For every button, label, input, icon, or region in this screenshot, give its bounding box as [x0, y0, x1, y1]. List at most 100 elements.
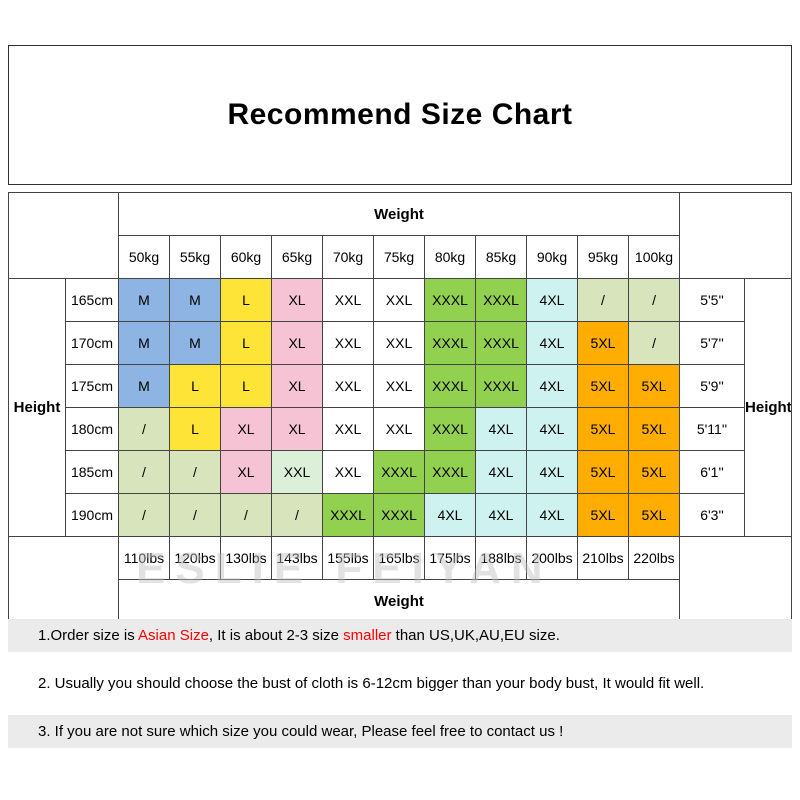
note-1-text-3: than US,UK,AU,EU size.: [391, 627, 560, 644]
kg-header-85kg: 85kg: [475, 235, 527, 279]
lbs-footer-row: 110lbs 120lbs 130lbs 143lbs 155lbs 165lbs 175l…: [8, 536, 793, 623]
size-cell: L: [220, 364, 272, 408]
height-ft-5'11'': 5'11'': [679, 407, 746, 451]
size-cell: XXXL: [475, 278, 527, 322]
size-cell: XXL: [373, 321, 425, 365]
corner-bottom-left: [8, 536, 119, 623]
corner-top-left: [8, 192, 119, 279]
size-row-185cm: 185cm / / XL XXL XXL XXXL XXXL 4XL 4XL 5XL 5XL 6'1'': [9, 450, 792, 494]
size-cell: 4XL: [526, 278, 578, 322]
size-cell: 4XL: [475, 450, 527, 494]
note-3: 3. If you are not sure which size you co…: [8, 715, 792, 748]
lbs-footer-200lbs: 200lbs: [526, 536, 578, 580]
size-cell: 5XL: [577, 364, 629, 408]
size-cell: /: [169, 493, 221, 537]
title-box: Recommend Size Chart: [8, 45, 792, 185]
size-cell: 5XL: [627, 450, 681, 494]
size-cell: XXL: [322, 450, 374, 494]
size-cell: /: [627, 321, 681, 365]
kg-header-65kg: 65kg: [271, 235, 323, 279]
size-cell: /: [577, 278, 629, 322]
size-cell: XL: [220, 407, 272, 451]
size-cell: 5XL: [627, 493, 681, 537]
page-title: Recommend Size Chart: [227, 98, 573, 131]
kg-header-row: 50kg 55kg 60kg 65kg 70kg 75kg 80kg 85kg 90kg 95kg…: [9, 235, 792, 279]
height-ft-5'5'': 5'5'': [679, 278, 746, 322]
size-cell: 4XL: [526, 364, 578, 408]
height-cm-180cm: 180cm: [65, 407, 119, 451]
size-row-165cm: Height 165cm M M L XL XXL XXL XXXL XXXL 4XL //5'5''…: [8, 278, 793, 537]
size-cell: XXXL: [475, 321, 527, 365]
corner-bottom-right: [679, 536, 793, 623]
size-cell: /: [220, 493, 272, 537]
size-cell: XXXL: [424, 321, 476, 365]
size-cell: 5XL: [577, 450, 629, 494]
size-cell: 4XL: [526, 450, 578, 494]
note-1: 1.Order size is Asian Size, It is about …: [8, 619, 792, 652]
kg-header-100kg: 100kg: [627, 235, 681, 279]
weight-footer-row: Weight: [9, 579, 792, 623]
note-1-red-asian-size: Asian Size: [138, 627, 209, 644]
size-cell: XXXL: [373, 493, 425, 537]
note-1-text: 1.Order size is: [38, 627, 139, 644]
kg-header-70kg: 70kg: [322, 235, 374, 279]
size-cell: 4XL: [424, 493, 476, 537]
size-table-wrap: Weight 50kg 55kg 60kg 65kg 70kg 75kg 80kg 85kg 9…: [8, 192, 793, 623]
size-cell: XL: [271, 321, 323, 365]
size-cell: 5XL: [577, 321, 629, 365]
size-cell: 5XL: [627, 364, 681, 408]
lbs-footer-188lbs: 188lbs: [475, 536, 527, 580]
lbs-footer-220lbs: 220lbs: [627, 536, 681, 580]
size-cell: M: [169, 278, 221, 322]
corner-top-right: [679, 192, 793, 279]
size-cell: XXXL: [424, 450, 476, 494]
lbs-footer-110lbs: 110lbs: [118, 536, 170, 580]
size-cell: XXL: [373, 407, 425, 451]
kg-header-75kg: 75kg: [373, 235, 425, 279]
size-cell: /: [627, 278, 681, 322]
size-cell: /: [118, 493, 170, 537]
height-ft-5'9'': 5'9'': [679, 364, 746, 408]
kg-header-60kg: 60kg: [220, 235, 272, 279]
size-cell: XXXL: [322, 493, 374, 537]
height-cm-165cm: 165cm: [65, 278, 119, 322]
height-ft-6'1'': 6'1'': [679, 450, 746, 494]
height-label-right: Height: [744, 278, 793, 537]
size-cell: /: [118, 450, 170, 494]
size-cell: XL: [271, 407, 323, 451]
size-cell: XXL: [271, 450, 323, 494]
lbs-footer-120lbs: 120lbs: [169, 536, 221, 580]
size-cell: XXL: [373, 278, 425, 322]
size-cell: M: [169, 321, 221, 365]
kg-header-50kg: 50kg: [118, 235, 170, 279]
kg-header-90kg: 90kg: [526, 235, 578, 279]
size-cell: /: [118, 407, 170, 451]
height-ft-6'3'': 6'3'': [679, 493, 746, 537]
size-cell: 4XL: [526, 321, 578, 365]
notes-section: 1.Order size is Asian Size, It is about …: [8, 619, 792, 763]
size-row-180cm: 180cm / L XL XL XXL XXL XXXL 4XL 4XL 5XL 5XL 5'11'': [9, 407, 792, 451]
size-cell: XXL: [373, 364, 425, 408]
height-label-left: Height: [8, 278, 66, 537]
height-cm-170cm: 170cm: [65, 321, 119, 365]
lbs-footer-210lbs: 210lbs: [577, 536, 629, 580]
size-cell: L: [220, 278, 272, 322]
size-cell: M: [118, 278, 170, 322]
size-cell: XXL: [322, 321, 374, 365]
kg-header-55kg: 55kg: [169, 235, 221, 279]
size-cell: L: [220, 321, 272, 365]
weight-footer: Weight: [117, 579, 681, 623]
height-ft-5'7'': 5'7'': [679, 321, 746, 365]
size-cell: XXXL: [373, 450, 425, 494]
height-cm-185cm: 185cm: [65, 450, 119, 494]
size-cell: 5XL: [577, 407, 629, 451]
lbs-footer-143lbs: 143lbs: [271, 536, 323, 580]
size-cell: L: [169, 407, 221, 451]
size-cell: /: [271, 493, 323, 537]
size-cell: 4XL: [526, 407, 578, 451]
size-cell: XXXL: [475, 364, 527, 408]
kg-header-80kg: 80kg: [424, 235, 476, 279]
kg-header-95kg: 95kg: [577, 235, 629, 279]
weight-header: Weight: [117, 192, 681, 236]
lbs-footer-175lbs: 175lbs: [424, 536, 476, 580]
